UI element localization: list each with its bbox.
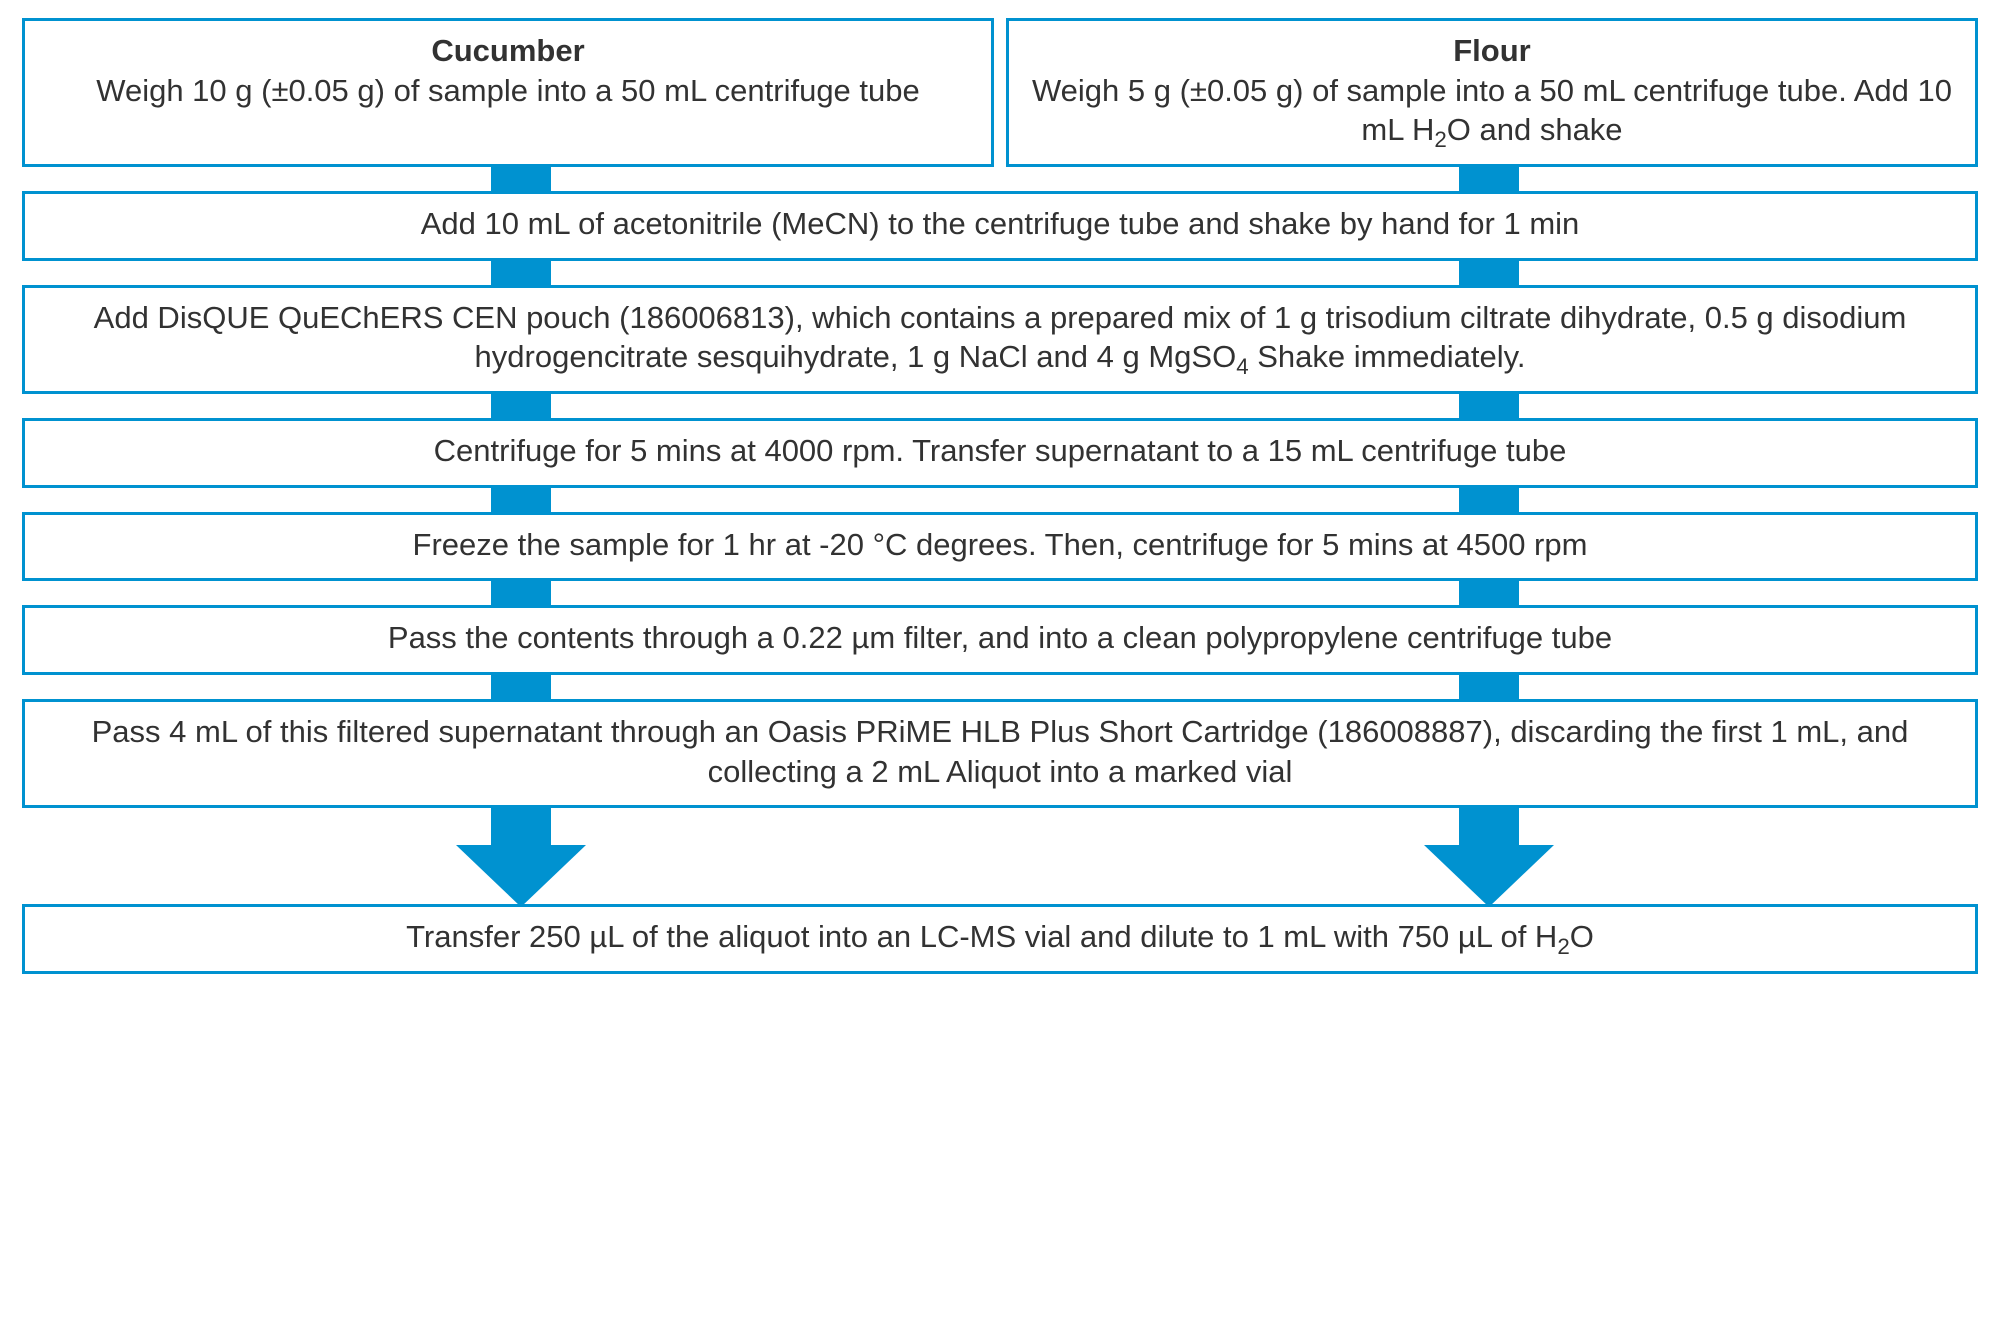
flow-connector — [22, 261, 1978, 285]
start-title-flour: Flour — [1031, 31, 1953, 71]
flowchart-container: Cucumber Weigh 10 g (±0.05 g) of sample … — [22, 18, 1978, 974]
flow-step-5: Pass the contents through a 0.22 µm filt… — [22, 605, 1978, 675]
flow-arrow-bar — [1459, 258, 1519, 288]
flow-step-3: Centrifuge for 5 mins at 4000 rpm. Trans… — [22, 418, 1978, 488]
start-body-cucumber: Weigh 10 g (±0.05 g) of sample into a 50… — [96, 73, 920, 108]
flow-arrow-bar — [491, 578, 551, 608]
start-title-cucumber: Cucumber — [47, 31, 969, 71]
flow-arrow-down-icon — [456, 805, 586, 907]
flow-arrow-bar — [491, 391, 551, 421]
flow-arrow-bar — [491, 672, 551, 702]
flow-step-1: Add 10 mL of acetonitrile (MeCN) to the … — [22, 191, 1978, 261]
flow-top-row: Cucumber Weigh 10 g (±0.05 g) of sample … — [22, 18, 1978, 167]
flow-arrow-bar — [491, 485, 551, 515]
flow-connector — [22, 167, 1978, 191]
flow-arrow-bar — [1459, 485, 1519, 515]
flow-connector — [22, 675, 1978, 699]
flow-arrow-bar — [1459, 672, 1519, 702]
flow-step-final: Transfer 250 µL of the aliquot into an L… — [22, 904, 1978, 974]
flow-connector-final — [22, 808, 1978, 904]
start-box-flour: Flour Weigh 5 g (±0.05 g) of sample into… — [1006, 18, 1978, 167]
flow-connector — [22, 394, 1978, 418]
flow-arrow-bar — [1459, 578, 1519, 608]
flow-step-2: Add DisQUE QuEChERS CEN pouch (186006813… — [22, 285, 1978, 394]
flow-arrow-bar — [491, 258, 551, 288]
flow-connector — [22, 488, 1978, 512]
start-body-flour: Weigh 5 g (±0.05 g) of sample into a 50 … — [1032, 73, 1952, 148]
flow-arrow-bar — [1459, 391, 1519, 421]
flow-step-6: Pass 4 mL of this filtered supernatant t… — [22, 699, 1978, 808]
flow-connector — [22, 581, 1978, 605]
flow-arrow-bar — [491, 164, 551, 194]
flow-step-4: Freeze the sample for 1 hr at -20 °C deg… — [22, 512, 1978, 582]
flow-arrow-bar — [1459, 164, 1519, 194]
flow-arrow-down-icon — [1424, 805, 1554, 907]
start-box-cucumber: Cucumber Weigh 10 g (±0.05 g) of sample … — [22, 18, 994, 167]
